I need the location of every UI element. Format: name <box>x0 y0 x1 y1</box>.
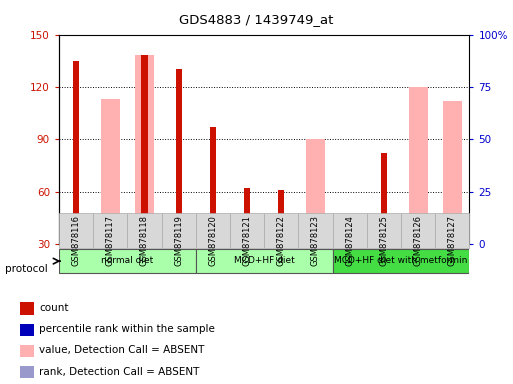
FancyBboxPatch shape <box>367 213 401 248</box>
Bar <box>409 87 427 244</box>
Text: GSM878124: GSM878124 <box>345 215 354 266</box>
Bar <box>101 99 120 244</box>
Text: GDS4883 / 1439749_at: GDS4883 / 1439749_at <box>180 13 333 26</box>
Point <box>277 4 285 10</box>
Text: GSM878121: GSM878121 <box>243 215 251 266</box>
Text: GSM878116: GSM878116 <box>72 215 81 266</box>
Point <box>243 4 251 10</box>
FancyBboxPatch shape <box>264 213 299 248</box>
Text: percentile rank within the sample: percentile rank within the sample <box>40 324 215 334</box>
Text: GSM878122: GSM878122 <box>277 215 286 266</box>
Bar <box>20 345 34 357</box>
Text: count: count <box>40 303 69 313</box>
Bar <box>135 56 154 244</box>
FancyBboxPatch shape <box>127 213 162 248</box>
FancyBboxPatch shape <box>299 213 332 248</box>
FancyBboxPatch shape <box>59 213 93 248</box>
FancyBboxPatch shape <box>59 249 196 273</box>
Bar <box>244 188 250 244</box>
Bar <box>20 323 34 336</box>
Text: GSM878120: GSM878120 <box>208 215 218 266</box>
Text: protocol: protocol <box>5 264 48 274</box>
Text: GSM878123: GSM878123 <box>311 215 320 266</box>
FancyBboxPatch shape <box>196 249 332 273</box>
FancyBboxPatch shape <box>435 213 469 248</box>
Text: MCD+HF diet with metformin: MCD+HF diet with metformin <box>334 256 468 265</box>
Bar <box>443 101 462 244</box>
FancyBboxPatch shape <box>230 213 264 248</box>
Bar <box>340 216 359 244</box>
Bar <box>142 56 148 244</box>
Text: GSM878127: GSM878127 <box>448 215 457 266</box>
Bar <box>210 127 216 244</box>
FancyBboxPatch shape <box>162 213 196 248</box>
Bar <box>175 70 182 244</box>
Point <box>346 15 354 21</box>
Bar <box>20 303 34 315</box>
Text: GSM878126: GSM878126 <box>413 215 423 266</box>
FancyBboxPatch shape <box>401 213 435 248</box>
Text: value, Detection Call = ABSENT: value, Detection Call = ABSENT <box>40 345 205 356</box>
Bar <box>306 139 325 244</box>
Text: GSM878125: GSM878125 <box>380 215 388 266</box>
Bar <box>381 153 387 244</box>
Text: GSM878119: GSM878119 <box>174 215 183 266</box>
Bar <box>278 190 284 244</box>
Text: MCD+HF diet: MCD+HF diet <box>234 256 294 265</box>
FancyBboxPatch shape <box>196 213 230 248</box>
Text: normal diet: normal diet <box>101 256 153 265</box>
Text: GSM878117: GSM878117 <box>106 215 115 266</box>
Bar <box>20 366 34 378</box>
Text: rank, Detection Call = ABSENT: rank, Detection Call = ABSENT <box>40 366 200 377</box>
FancyBboxPatch shape <box>93 213 127 248</box>
Bar <box>73 61 79 244</box>
FancyBboxPatch shape <box>332 249 469 273</box>
Text: GSM878118: GSM878118 <box>140 215 149 266</box>
FancyBboxPatch shape <box>332 213 367 248</box>
